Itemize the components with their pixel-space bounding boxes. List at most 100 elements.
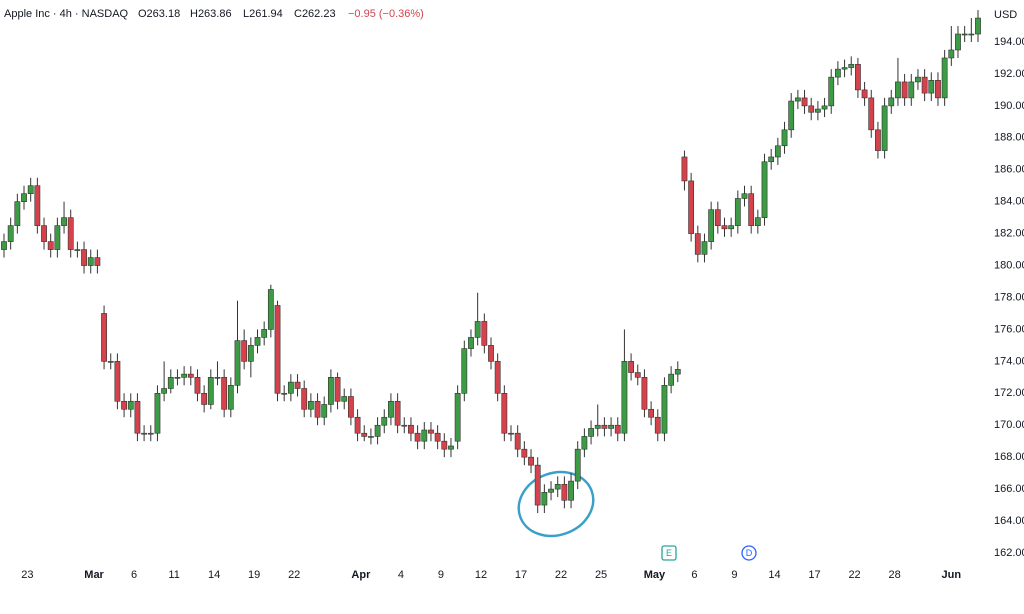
- candle-body: [381, 416, 388, 426]
- currency: USD: [994, 9, 1017, 21]
- candle-body: [828, 76, 835, 107]
- candle-body: [935, 80, 941, 99]
- candle-body: [421, 429, 428, 442]
- candle-body: [628, 361, 634, 373]
- candle-body: [975, 17, 981, 35]
- x-tick-label: 6: [691, 569, 697, 581]
- candle-body: [961, 33, 968, 36]
- candle-body: [821, 105, 828, 110]
- candle-body: [868, 97, 875, 131]
- candle-body: [548, 488, 554, 493]
- candle-body: [54, 225, 61, 250]
- candle-body: [908, 81, 915, 99]
- candle-body: [47, 241, 54, 250]
- candle-body: [181, 373, 188, 378]
- candle-body: [81, 249, 87, 266]
- candle-body: [528, 456, 534, 466]
- candle-body: [134, 400, 141, 434]
- candle-body: [521, 448, 528, 458]
- candle-body: [895, 81, 901, 99]
- candle-body: [294, 381, 301, 389]
- y-tick-label: 188.00: [994, 132, 1024, 144]
- x-tick-label: 17: [515, 569, 527, 581]
- candle-body: [801, 97, 808, 107]
- earnings-marker[interactable]: [661, 545, 677, 561]
- y-tick-label: 164.00: [994, 515, 1024, 527]
- candle-body: [748, 193, 755, 226]
- candle-body: [187, 373, 194, 378]
- x-tick-label: 6: [131, 569, 137, 581]
- x-tick-label: 25: [595, 569, 607, 581]
- y-tick-label: 182.00: [994, 228, 1024, 240]
- earnings-marker-label: E: [666, 548, 672, 558]
- candle-body: [14, 201, 21, 226]
- candle-body: [161, 388, 168, 394]
- candle-body: [454, 392, 461, 442]
- candle-body: [441, 440, 448, 450]
- candle-body: [214, 377, 221, 379]
- x-tick-label: Apr: [351, 569, 371, 581]
- candle-body: [955, 33, 961, 51]
- y-tick-label: 180.00: [994, 259, 1024, 271]
- candle-body: [661, 385, 668, 434]
- candle-body: [888, 97, 895, 107]
- candle-body: [508, 432, 514, 435]
- candle-body: [554, 484, 561, 490]
- candle-body: [781, 129, 788, 147]
- candle-body: [301, 388, 308, 410]
- x-tick-label: 19: [248, 569, 260, 581]
- candle-body: [561, 484, 568, 501]
- x-tick-label: 22: [555, 569, 567, 581]
- candle-body: [968, 33, 975, 36]
- candle-body: [154, 392, 161, 434]
- candle-body: [608, 424, 614, 429]
- candle-body: [481, 321, 488, 346]
- candle-body: [247, 345, 254, 362]
- dividend-marker[interactable]: [741, 545, 757, 561]
- x-tick-label: 14: [768, 569, 780, 581]
- candle-body: [754, 217, 761, 226]
- x-tick-label: 9: [438, 569, 444, 581]
- candle-body: [34, 185, 41, 226]
- x-tick-label: 4: [398, 569, 404, 581]
- candle-body: [281, 392, 288, 395]
- candle-body: [41, 225, 47, 242]
- dividend-marker-label: D: [746, 548, 753, 558]
- candle-body: [688, 180, 695, 234]
- candle-body: [147, 432, 154, 435]
- candle-body: [274, 305, 281, 394]
- candle-body: [334, 377, 341, 402]
- candle-body: [374, 424, 381, 437]
- candle-body: [461, 348, 468, 394]
- x-tick-label: 12: [475, 569, 487, 581]
- candle-body: [61, 217, 67, 226]
- candle-body: [127, 400, 134, 410]
- candle-body: [641, 377, 648, 410]
- candle-body: [488, 345, 494, 362]
- candle-body: [341, 396, 348, 402]
- candle-body: [74, 249, 81, 251]
- symbol: Apple Inc · 4h · NASDAQ: [4, 8, 129, 20]
- ohlc-close: C262.23: [294, 8, 336, 20]
- candle-body: [808, 105, 815, 113]
- candle-body: [201, 392, 208, 405]
- x-tick-label: 11: [168, 569, 179, 581]
- candle-body: [881, 105, 888, 151]
- candle-body: [207, 377, 214, 405]
- candle-body: [261, 329, 268, 338]
- x-tick-label: Jun: [942, 569, 962, 581]
- candle-body: [814, 108, 821, 113]
- candle-body: [694, 233, 701, 255]
- candle-body: [668, 373, 675, 386]
- candle-body: [941, 57, 948, 99]
- candle-body: [287, 381, 294, 394]
- candle-body: [634, 372, 641, 378]
- y-tick-label: 166.00: [994, 483, 1024, 495]
- annotation-circle: [517, 470, 595, 538]
- candle-body: [708, 209, 715, 242]
- y-tick-label: 184.00: [994, 196, 1024, 208]
- candle-body: [648, 408, 655, 418]
- candle-body: [774, 145, 781, 158]
- candle-body: [701, 241, 708, 255]
- candle-body: [674, 369, 681, 375]
